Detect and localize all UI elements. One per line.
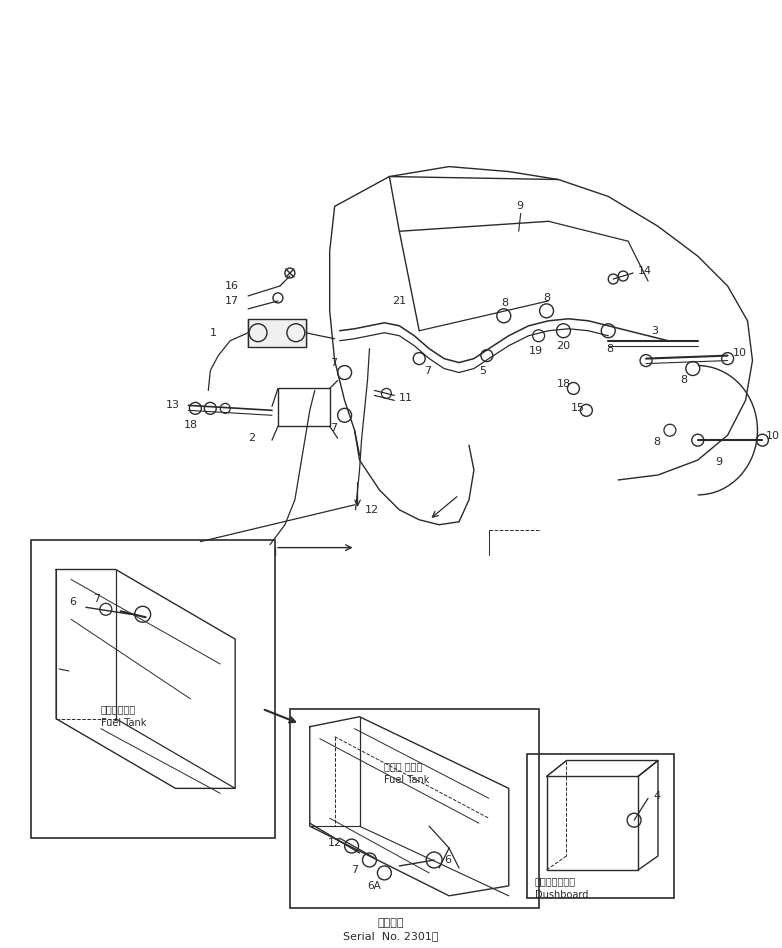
Text: 6: 6 xyxy=(444,855,451,865)
Text: 21: 21 xyxy=(393,296,407,306)
Text: 5: 5 xyxy=(479,366,486,375)
Text: 20: 20 xyxy=(557,340,571,351)
Text: 17: 17 xyxy=(225,296,239,306)
Text: Fuel Tank: Fuel Tank xyxy=(385,775,430,785)
Bar xyxy=(278,389,330,427)
Text: 7: 7 xyxy=(330,357,337,368)
Bar xyxy=(290,709,539,908)
Text: 10: 10 xyxy=(766,431,780,441)
Bar xyxy=(31,539,275,838)
Text: 6: 6 xyxy=(69,597,76,608)
Text: 18: 18 xyxy=(184,420,198,430)
Text: 9: 9 xyxy=(716,457,723,467)
Text: ダッシュボード: ダッシュボード xyxy=(535,876,576,885)
Text: 11: 11 xyxy=(400,393,414,404)
Text: 8: 8 xyxy=(543,293,551,303)
Text: 7: 7 xyxy=(93,594,100,604)
Text: 7: 7 xyxy=(352,865,359,875)
Text: Serial  No. 2301～: Serial No. 2301～ xyxy=(343,931,438,940)
Text: 16: 16 xyxy=(225,281,239,291)
Text: 9: 9 xyxy=(517,201,524,211)
Text: フェル タンク: フェル タンク xyxy=(385,761,423,772)
Text: 14: 14 xyxy=(638,266,652,276)
Text: 12: 12 xyxy=(364,505,378,515)
Text: フェルタンク: フェルタンク xyxy=(101,703,136,714)
Text: 18: 18 xyxy=(557,379,571,390)
Text: 19: 19 xyxy=(529,346,543,356)
Text: 適用号数: 適用号数 xyxy=(377,918,404,928)
Bar xyxy=(248,319,306,347)
Text: 1: 1 xyxy=(210,328,217,337)
Text: 8: 8 xyxy=(680,375,687,386)
Text: 6A: 6A xyxy=(368,881,382,891)
Text: 8: 8 xyxy=(606,344,613,354)
Text: 3: 3 xyxy=(651,326,658,336)
Text: 7: 7 xyxy=(424,366,432,375)
Bar xyxy=(526,754,674,898)
Text: 10: 10 xyxy=(733,348,747,357)
Text: Fuel Tank: Fuel Tank xyxy=(101,718,146,728)
Text: 2: 2 xyxy=(248,433,255,443)
Text: 13: 13 xyxy=(166,400,180,410)
Text: 4: 4 xyxy=(653,792,660,801)
Text: 12: 12 xyxy=(328,838,342,848)
Text: 7: 7 xyxy=(330,423,337,433)
Text: 8: 8 xyxy=(653,437,660,447)
Text: 8: 8 xyxy=(500,298,508,308)
Text: Dushboard: Dushboard xyxy=(535,890,588,900)
Text: 15: 15 xyxy=(570,403,584,413)
